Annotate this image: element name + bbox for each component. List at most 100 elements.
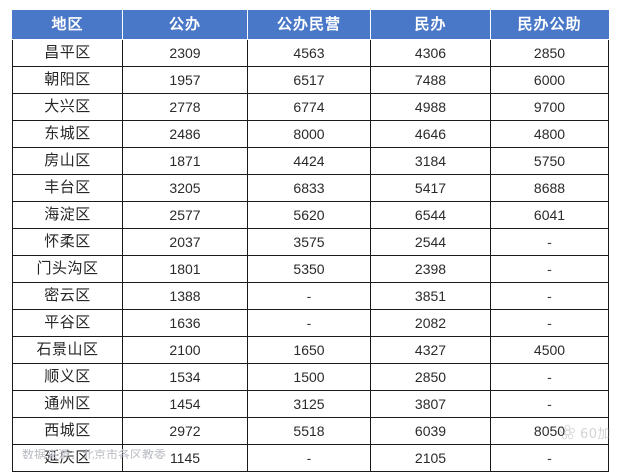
- cell-region: 怀柔区: [12, 228, 123, 256]
- caption-text: 数据来源：北京市各区教委: [22, 449, 167, 459]
- column-header-private-public-aided: 民办公助: [490, 10, 609, 40]
- cell-private: 4306: [370, 39, 491, 67]
- cell-region: 东城区: [12, 120, 123, 148]
- cell-private-public-aided: -: [490, 228, 609, 256]
- cell-private-public-aided: -: [490, 363, 609, 391]
- cell-private-public-aided: 8688: [490, 174, 609, 202]
- cell-private: 4646: [370, 120, 491, 148]
- table-row: 顺义区 1534 1500 2850-: [12, 363, 609, 391]
- cell-public: 2486: [122, 120, 248, 148]
- cell-region: 通州区: [12, 390, 123, 418]
- table-row: 海淀区 2577 5620 6544 6041: [12, 201, 609, 229]
- cell-region: 昌平区: [12, 39, 123, 67]
- cell-private: 2105: [370, 444, 491, 472]
- table-row: 密云区 1388-3851-: [12, 282, 609, 310]
- cell-public-private-run: 3575: [247, 228, 371, 256]
- cell-private: 3184: [370, 147, 491, 175]
- cell-public-private-run: -: [247, 282, 371, 310]
- cell-private-public-aided: -: [490, 282, 609, 310]
- table-row: 昌平区 2309 4563 4306 2850: [12, 39, 609, 67]
- cell-public-private-run: 4424: [247, 147, 371, 175]
- cell-public: 2100: [122, 336, 248, 364]
- cell-public-private-run: 6833: [247, 174, 371, 202]
- cell-public: 2972: [122, 417, 248, 445]
- cell-private: 6039: [370, 417, 491, 445]
- cell-region: 密云区: [12, 282, 123, 310]
- statistics-table-container: 地区 公办 公办民营 民办 民办公助 昌平区 2309 4563 4306 2850 朝阳…: [12, 10, 609, 472]
- table-caption-cutoff: 数据来源：北京市各区教委: [22, 449, 322, 459]
- cell-public: 2577: [122, 201, 248, 229]
- cell-private-public-aided: 6000: [490, 66, 609, 94]
- cell-private-public-aided: 6041: [490, 201, 609, 229]
- table-header-row: 地区 公办 公办民营 民办 民办公助: [12, 10, 609, 40]
- cell-private: 4988: [370, 93, 491, 121]
- column-header-public: 公办: [122, 10, 248, 40]
- cell-public: 1871: [122, 147, 248, 175]
- table-row: 丰台区 3205 6833 5417 8688: [12, 174, 609, 202]
- cell-private-public-aided: 8050: [490, 417, 609, 445]
- cell-region: 平谷区: [12, 309, 123, 337]
- cell-region: 门头沟区: [12, 255, 123, 283]
- cell-public-private-run: 1650: [247, 336, 371, 364]
- cell-region: 海淀区: [12, 201, 123, 229]
- cell-private-public-aided: 4500: [490, 336, 609, 364]
- cell-public: 1957: [122, 66, 248, 94]
- cell-private-public-aided: -: [490, 309, 609, 337]
- table-row: 朝阳区 1957 6517 7488 6000: [12, 66, 609, 94]
- table-row: 西城区 2972 5518 6039 8050: [12, 417, 609, 445]
- cell-public-private-run: 5518: [247, 417, 371, 445]
- cell-public-private-run: 1500: [247, 363, 371, 391]
- table-row: 怀柔区 2037 3575 2544-: [12, 228, 609, 256]
- cell-public: 1801: [122, 255, 248, 283]
- cell-private: 2544: [370, 228, 491, 256]
- cell-private: 5417: [370, 174, 491, 202]
- cell-public: 2778: [122, 93, 248, 121]
- cell-private: 3807: [370, 390, 491, 418]
- cell-region: 顺义区: [12, 363, 123, 391]
- cell-public-private-run: 5350: [247, 255, 371, 283]
- cell-public: 1534: [122, 363, 248, 391]
- cell-public: 1454: [122, 390, 248, 418]
- cell-public-private-run: 6774: [247, 93, 371, 121]
- cell-private-public-aided: -: [490, 255, 609, 283]
- table-row: 通州区 1454 3125 3807-: [12, 390, 609, 418]
- table-row: 石景山区 2100 1650 4327 4500: [12, 336, 609, 364]
- cell-region: 房山区: [12, 147, 123, 175]
- cell-public-private-run: 6517: [247, 66, 371, 94]
- column-header-private: 民办: [370, 10, 491, 40]
- cell-public-private-run: -: [247, 309, 371, 337]
- cell-private: 2850: [370, 363, 491, 391]
- cell-private-public-aided: -: [490, 444, 609, 472]
- cell-public: 2309: [122, 39, 248, 67]
- cell-public-private-run: 8000: [247, 120, 371, 148]
- cell-public: 3205: [122, 174, 248, 202]
- table-body: 昌平区 2309 4563 4306 2850 朝阳区 1957 6517 7488 6000 大兴…: [12, 39, 609, 472]
- table-row: 平谷区 1636-2082-: [12, 309, 609, 337]
- cell-region: 丰台区: [12, 174, 123, 202]
- cell-region: 朝阳区: [12, 66, 123, 94]
- cell-public-private-run: 3125: [247, 390, 371, 418]
- cell-private-public-aided: 9700: [490, 93, 609, 121]
- cell-private-public-aided: 4800: [490, 120, 609, 148]
- cell-private: 6544: [370, 201, 491, 229]
- cell-private-public-aided: -: [490, 390, 609, 418]
- cell-private-public-aided: 5750: [490, 147, 609, 175]
- cell-region: 大兴区: [12, 93, 123, 121]
- table-row: 东城区 2486 8000 4646 4800: [12, 120, 609, 148]
- table-row: 大兴区 2778 6774 4988 9700: [12, 93, 609, 121]
- column-header-public-private-run: 公办民营: [247, 10, 371, 40]
- cell-region: 石景山区: [12, 336, 123, 364]
- cell-public-private-run: 4563: [247, 39, 371, 67]
- table-header: 地区 公办 公办民营 民办 民办公助: [12, 10, 609, 40]
- cell-private: 4327: [370, 336, 491, 364]
- cell-public: 1636: [122, 309, 248, 337]
- table-page: 地区 公办 公办民营 民办 民办公助 昌平区 2309 4563 4306 2850 朝阳…: [12, 10, 611, 472]
- cell-private-public-aided: 2850: [490, 39, 609, 67]
- cell-public: 2037: [122, 228, 248, 256]
- cell-private: 7488: [370, 66, 491, 94]
- cell-private: 2398: [370, 255, 491, 283]
- table-row: 门头沟区 1801 5350 2398-: [12, 255, 609, 283]
- cell-region: 西城区: [12, 417, 123, 445]
- column-header-region: 地区: [12, 10, 123, 40]
- cell-private: 3851: [370, 282, 491, 310]
